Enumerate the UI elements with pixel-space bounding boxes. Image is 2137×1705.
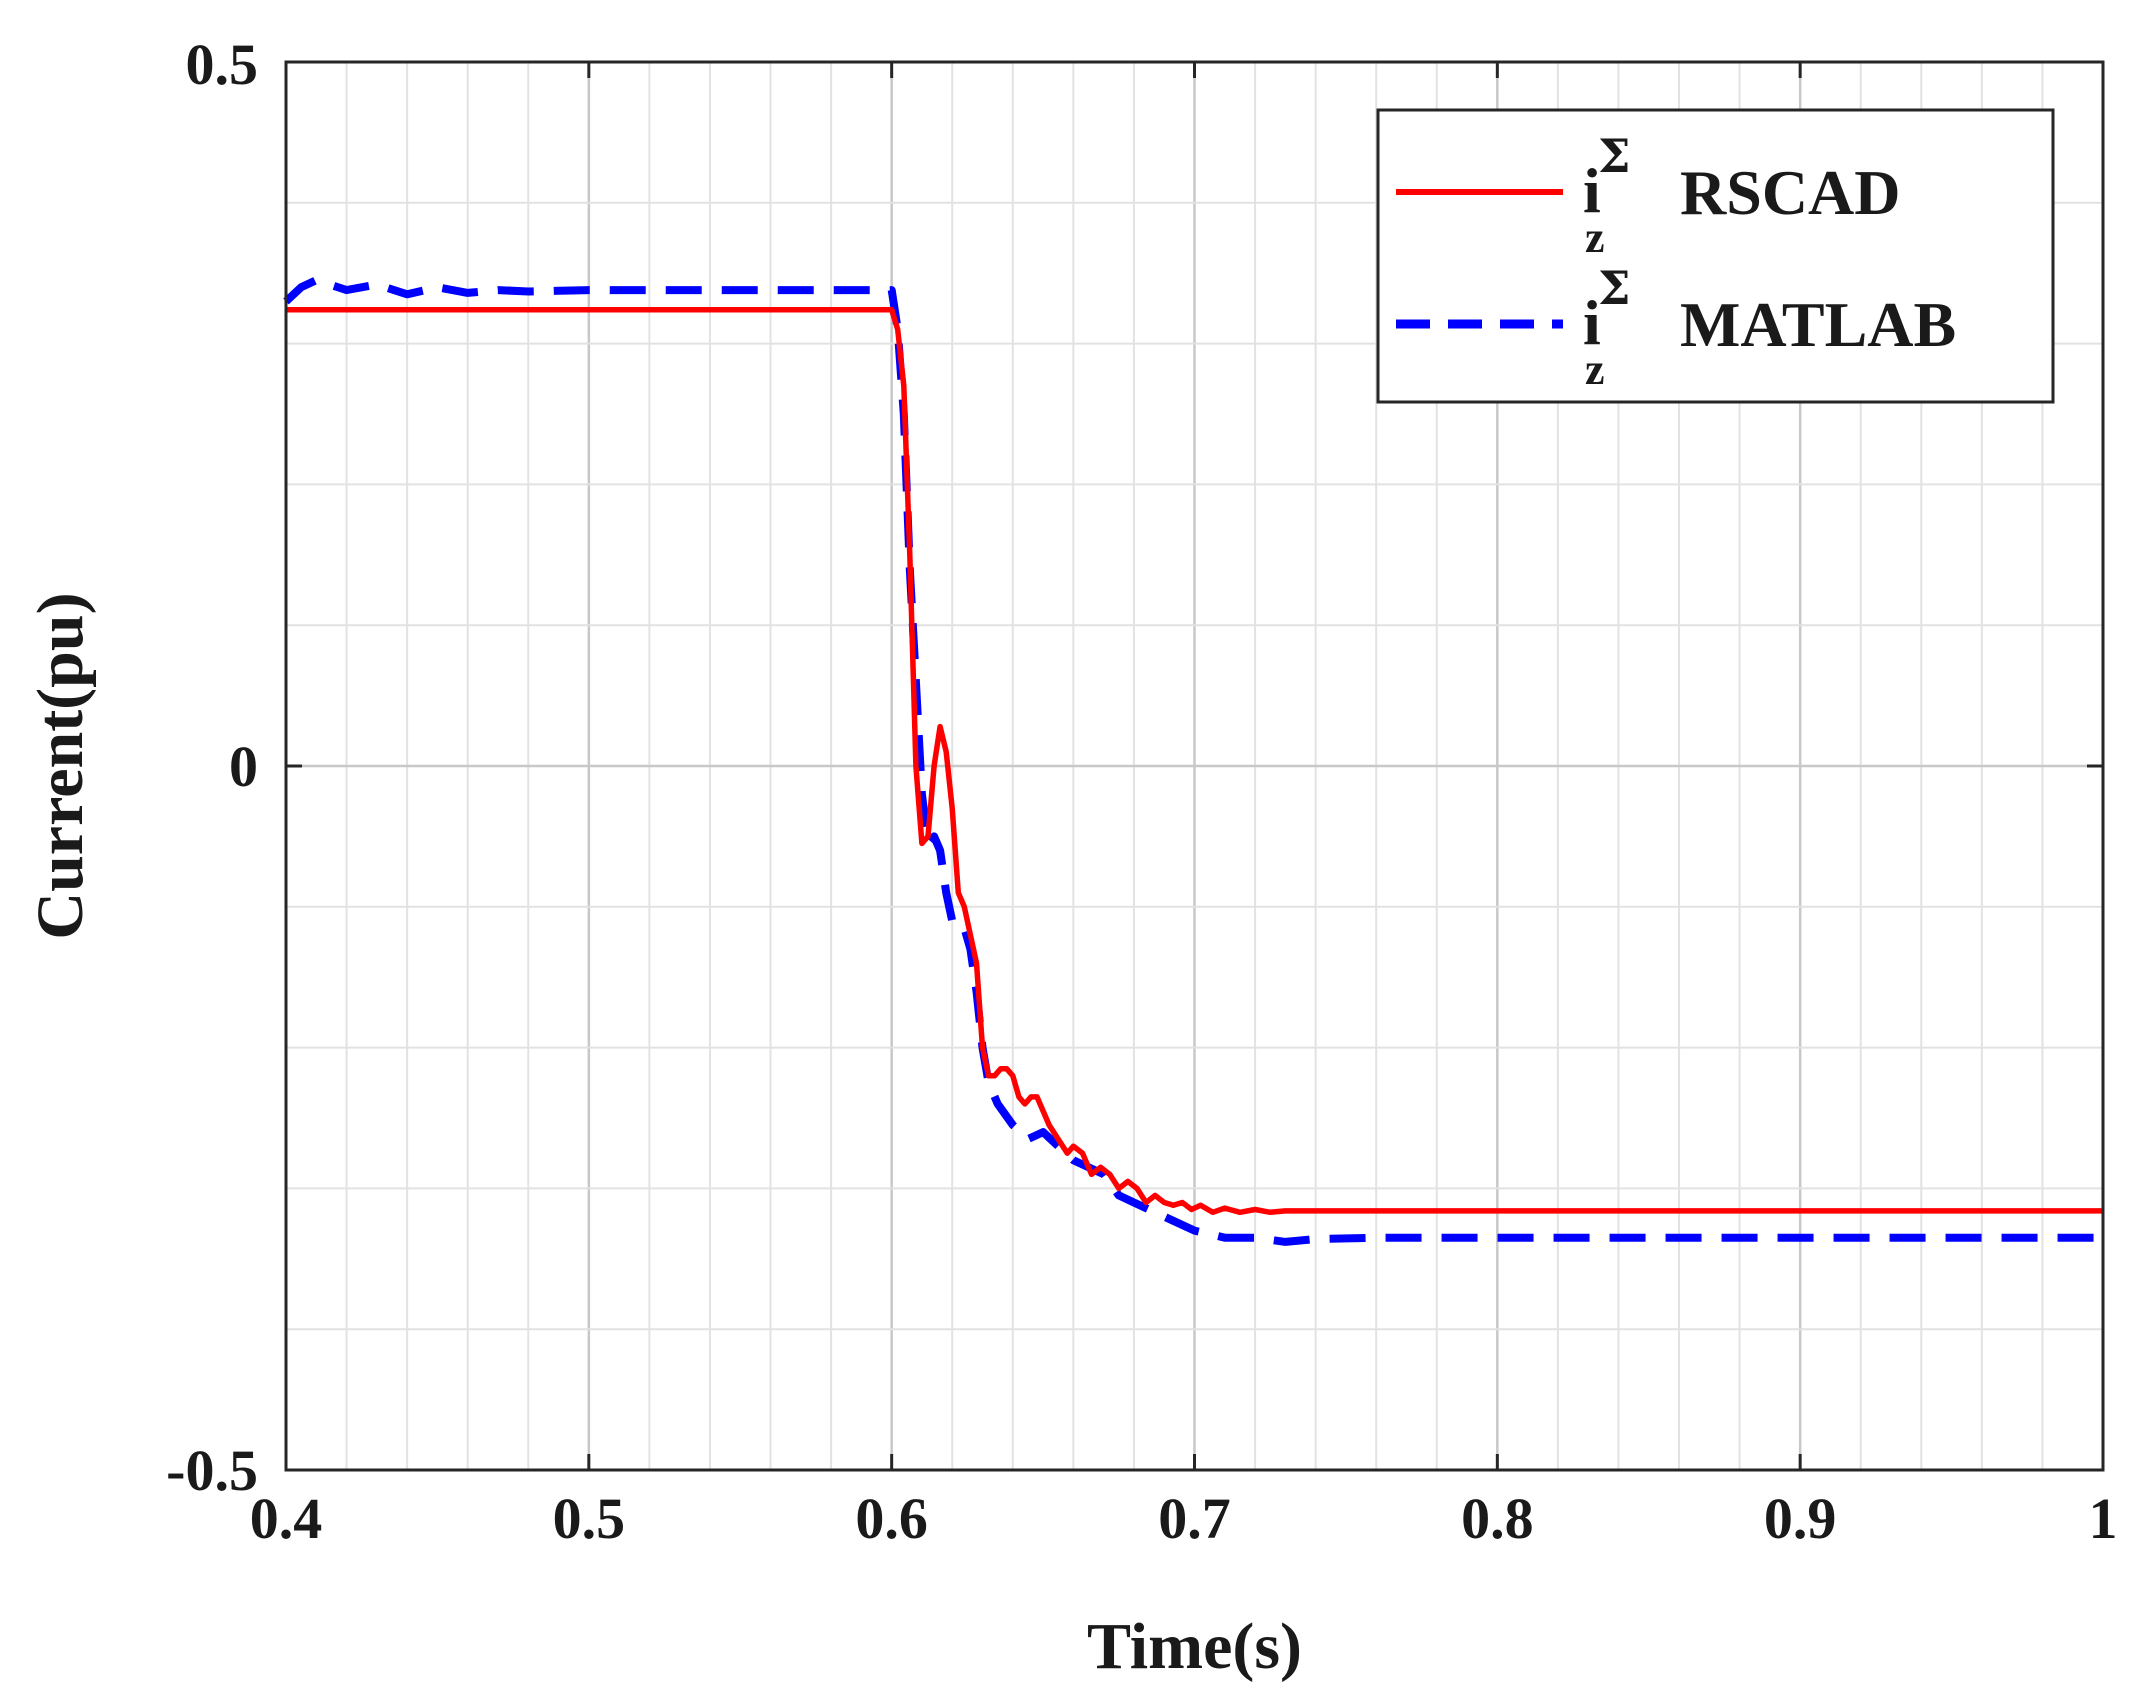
- legend-superscript-rscad: Σ: [1598, 129, 1631, 183]
- x-tick-label: 1: [2089, 1486, 2118, 1551]
- y-axis-label: Current(pu): [24, 592, 97, 939]
- x-axis-label: Time(s): [1087, 1610, 1302, 1683]
- legend: i Σ z RSCAD i Σ z MATLAB: [1376, 108, 2055, 404]
- y-tick-label: -0.5: [166, 1438, 258, 1503]
- ticks: [284, 60, 2105, 1472]
- legend-subscript-matlab: z: [1585, 345, 1605, 394]
- legend-superscript-matlab: Σ: [1598, 261, 1631, 315]
- tick-labels: 0.4 0.5 0.6 0.7 0.8 0.9 1 -0.5 0 0.5: [166, 32, 2117, 1551]
- legend-label-rscad: RSCAD: [1680, 157, 1900, 228]
- legend-box: [1376, 108, 2055, 404]
- series-line-rscad: [286, 307, 2103, 1216]
- legend-subscript-rscad: z: [1585, 213, 1605, 262]
- legend-label-matlab: MATLAB: [1680, 289, 1956, 360]
- legend-symbol-rscad: i: [1583, 155, 1601, 226]
- y-tick-label: 0: [229, 734, 258, 799]
- legend-symbol-matlab: i: [1583, 287, 1601, 358]
- x-tick-label: 0.6: [855, 1486, 928, 1551]
- x-tick-label: 0.8: [1461, 1486, 1534, 1551]
- x-tick-label: 0.7: [1158, 1486, 1231, 1551]
- x-tick-label: 0.5: [553, 1486, 626, 1551]
- series-line-matlab: [283, 276, 2103, 1246]
- x-tick-label: 0.4: [250, 1486, 323, 1551]
- x-tick-label: 0.9: [1764, 1486, 1837, 1551]
- y-tick-label: 0.5: [186, 32, 259, 97]
- series-group: [283, 276, 2103, 1246]
